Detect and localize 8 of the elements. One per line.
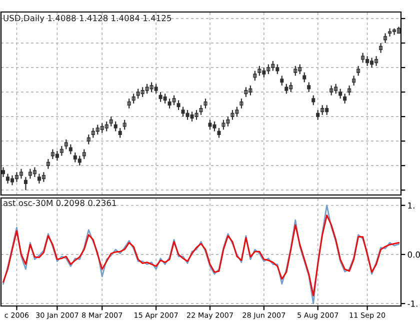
line-series (2, 214, 400, 296)
y-tick-label: 0.0 (408, 251, 420, 258)
candlestick (208, 119, 212, 130)
y-tick-label: -1. (408, 300, 418, 307)
chart-title: ast osc-30M 0.2098 0.2361 (4, 200, 116, 206)
chart-title: USD,Daily 1.4088 1.4128 1.4084 1.4125 (4, 14, 172, 23)
line-series (2, 204, 400, 304)
y-tick-label: 1. (408, 202, 414, 209)
